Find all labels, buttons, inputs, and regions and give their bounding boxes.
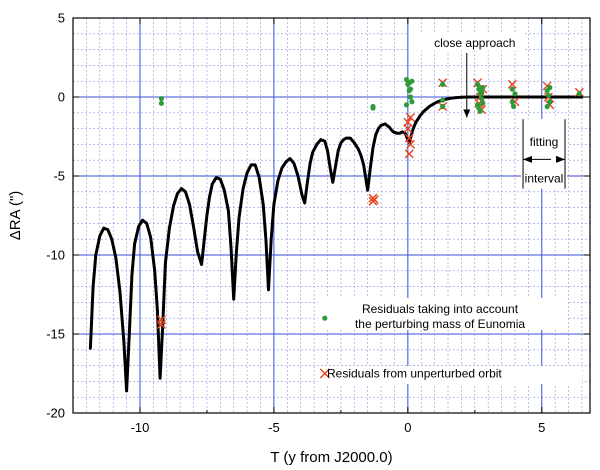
x-tick-label: 0 xyxy=(404,420,411,435)
legend-label-perturbed-line2: the perturbing mass of Eunomia xyxy=(355,317,525,331)
close-approach-label-bg xyxy=(408,33,525,51)
legend-bg-unperturbed xyxy=(318,366,582,384)
legend-bg-perturbed xyxy=(318,298,568,330)
y-tick-label: -5 xyxy=(53,169,65,184)
perturbed-residual-point xyxy=(403,102,410,108)
x-tick-label: 5 xyxy=(538,420,545,435)
perturbed-residual-point xyxy=(158,100,164,106)
perturbed-residual-point xyxy=(480,100,486,106)
perturbed-residual-point xyxy=(474,81,481,87)
interval-label: interval xyxy=(525,171,564,185)
unperturbed-residual-point xyxy=(406,113,416,123)
fitting-arrowhead-right xyxy=(556,155,565,163)
legend-label-perturbed-line1: Residuals taking into account xyxy=(362,302,519,316)
perturbed-residual-point xyxy=(512,91,518,97)
y-axis-title: ΔRA (") xyxy=(7,191,24,241)
legend-cross xyxy=(319,368,330,379)
fitting-label: fitting xyxy=(530,135,559,149)
perturbed-residual-point xyxy=(544,103,550,110)
unperturbed-residual-point xyxy=(156,320,166,330)
perturbed-residual-point xyxy=(407,86,414,92)
fitting-interval-bg xyxy=(521,119,567,189)
y-tick-label: -10 xyxy=(46,248,65,263)
cross-stroke xyxy=(406,113,416,123)
y-tick-label: 0 xyxy=(58,90,65,105)
legend-marker-perturbed xyxy=(322,315,328,321)
unperturbed-residual-point xyxy=(404,149,414,159)
perturbed-residual-point xyxy=(409,99,415,105)
tick-labels: -10 -5 0 5 5 0 -5 -10 -15 -20 xyxy=(46,11,545,436)
perturbed-residual-point xyxy=(547,84,553,91)
y-tick-label: 5 xyxy=(58,11,65,26)
unperturbed-residual-point xyxy=(369,195,379,205)
cross-stroke xyxy=(369,195,379,205)
points-layer xyxy=(156,77,584,330)
fitting-arrowhead-left xyxy=(523,155,533,163)
close-approach-arrowhead xyxy=(463,109,471,118)
cross-stroke xyxy=(404,149,414,159)
cross-stroke xyxy=(406,139,416,149)
perturbed-residual-point xyxy=(440,103,446,110)
cross-stroke xyxy=(542,81,552,91)
perturbed-residual-point xyxy=(474,102,481,108)
unperturbed-residual-point xyxy=(403,124,413,134)
plot-frame xyxy=(72,17,591,414)
cross-stroke xyxy=(507,79,517,89)
perturbed-residual-point xyxy=(480,84,486,91)
perturbed-residual-point xyxy=(407,94,414,100)
y-tick-label: -20 xyxy=(46,406,65,421)
cross-stroke xyxy=(403,124,413,134)
perturbed-residual-point xyxy=(477,108,483,114)
x-tick-label: -10 xyxy=(131,420,150,435)
perturbed-residual-point xyxy=(158,95,164,102)
unperturbed-residual-point xyxy=(507,79,517,89)
unperturbed-residual-point xyxy=(406,139,416,149)
y-tick-label: -15 xyxy=(46,327,65,342)
x-axis-title: T (y from J2000.0) xyxy=(270,449,392,466)
x-tick-label: -5 xyxy=(268,420,280,435)
perturbed-residual-point xyxy=(576,91,582,97)
perturbed-residual-point xyxy=(478,89,485,95)
cross-stroke xyxy=(156,320,166,330)
legend: Residuals taking into account the pertur… xyxy=(318,298,582,384)
model-curve xyxy=(88,95,584,393)
perturbed-residual-point xyxy=(440,97,446,103)
close-approach-label: close approach xyxy=(434,36,515,50)
perturbed-residual-point xyxy=(509,86,515,92)
perturbed-residual-point xyxy=(509,99,515,105)
annotations: close approach fitting interval xyxy=(408,33,567,189)
perturbed-residual-point xyxy=(547,99,553,105)
perturbed-residual-point xyxy=(545,92,552,99)
ticks xyxy=(72,17,590,414)
legend-marker-unperturbed xyxy=(319,368,330,379)
perturbed-residual-point xyxy=(409,78,415,84)
curve-layer xyxy=(88,95,584,393)
perturbed-residual-point xyxy=(370,105,376,111)
perturbed-residual-point xyxy=(440,81,446,87)
cross-stroke xyxy=(319,368,330,379)
perturbed-residual-point xyxy=(478,95,485,102)
legend-label-unperturbed: Residuals from unperturbed orbit xyxy=(327,367,502,381)
perturbed-residual-point xyxy=(511,103,517,110)
